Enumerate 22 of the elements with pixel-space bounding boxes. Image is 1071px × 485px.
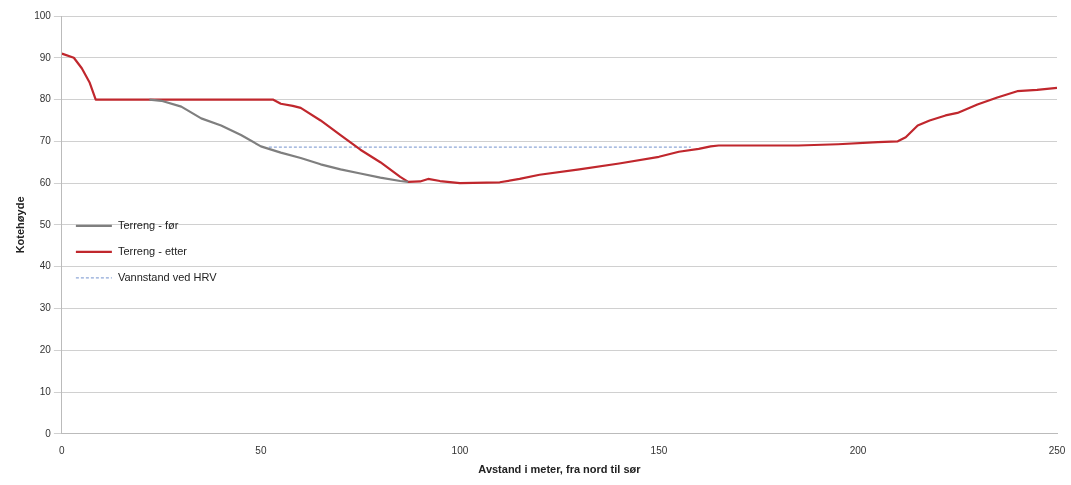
x-tick-label: 100 [451,444,469,456]
x-axis-title: Avstand i meter, fra nord til sør [478,463,642,476]
x-tick-label: 200 [849,444,867,456]
y-tick-label: 60 [39,176,52,188]
y-tick-label: 0 [45,427,52,439]
legend-label: Terreng - før [117,218,179,231]
y-tick-label: 70 [39,135,52,147]
y-axis-title: Kotehøyde [13,196,26,254]
legend-label: Vannstand ved HRV [117,270,218,283]
x-tick-label: 50 [255,444,267,456]
y-tick-label: 50 [39,218,52,230]
x-tick-label: 150 [650,444,668,456]
y-tick-label: 10 [39,385,52,397]
y-tick-label: 30 [39,302,52,314]
x-tick-label: 250 [1048,444,1066,456]
y-tick-label: 90 [39,51,52,63]
x-tick-label: 0 [59,444,66,456]
legend-label: Terreng - etter [117,244,188,257]
y-tick-label: 40 [39,260,52,272]
y-tick-label: 80 [39,93,52,105]
y-tick-label: 20 [39,343,52,355]
y-tick-label: 100 [34,9,52,21]
